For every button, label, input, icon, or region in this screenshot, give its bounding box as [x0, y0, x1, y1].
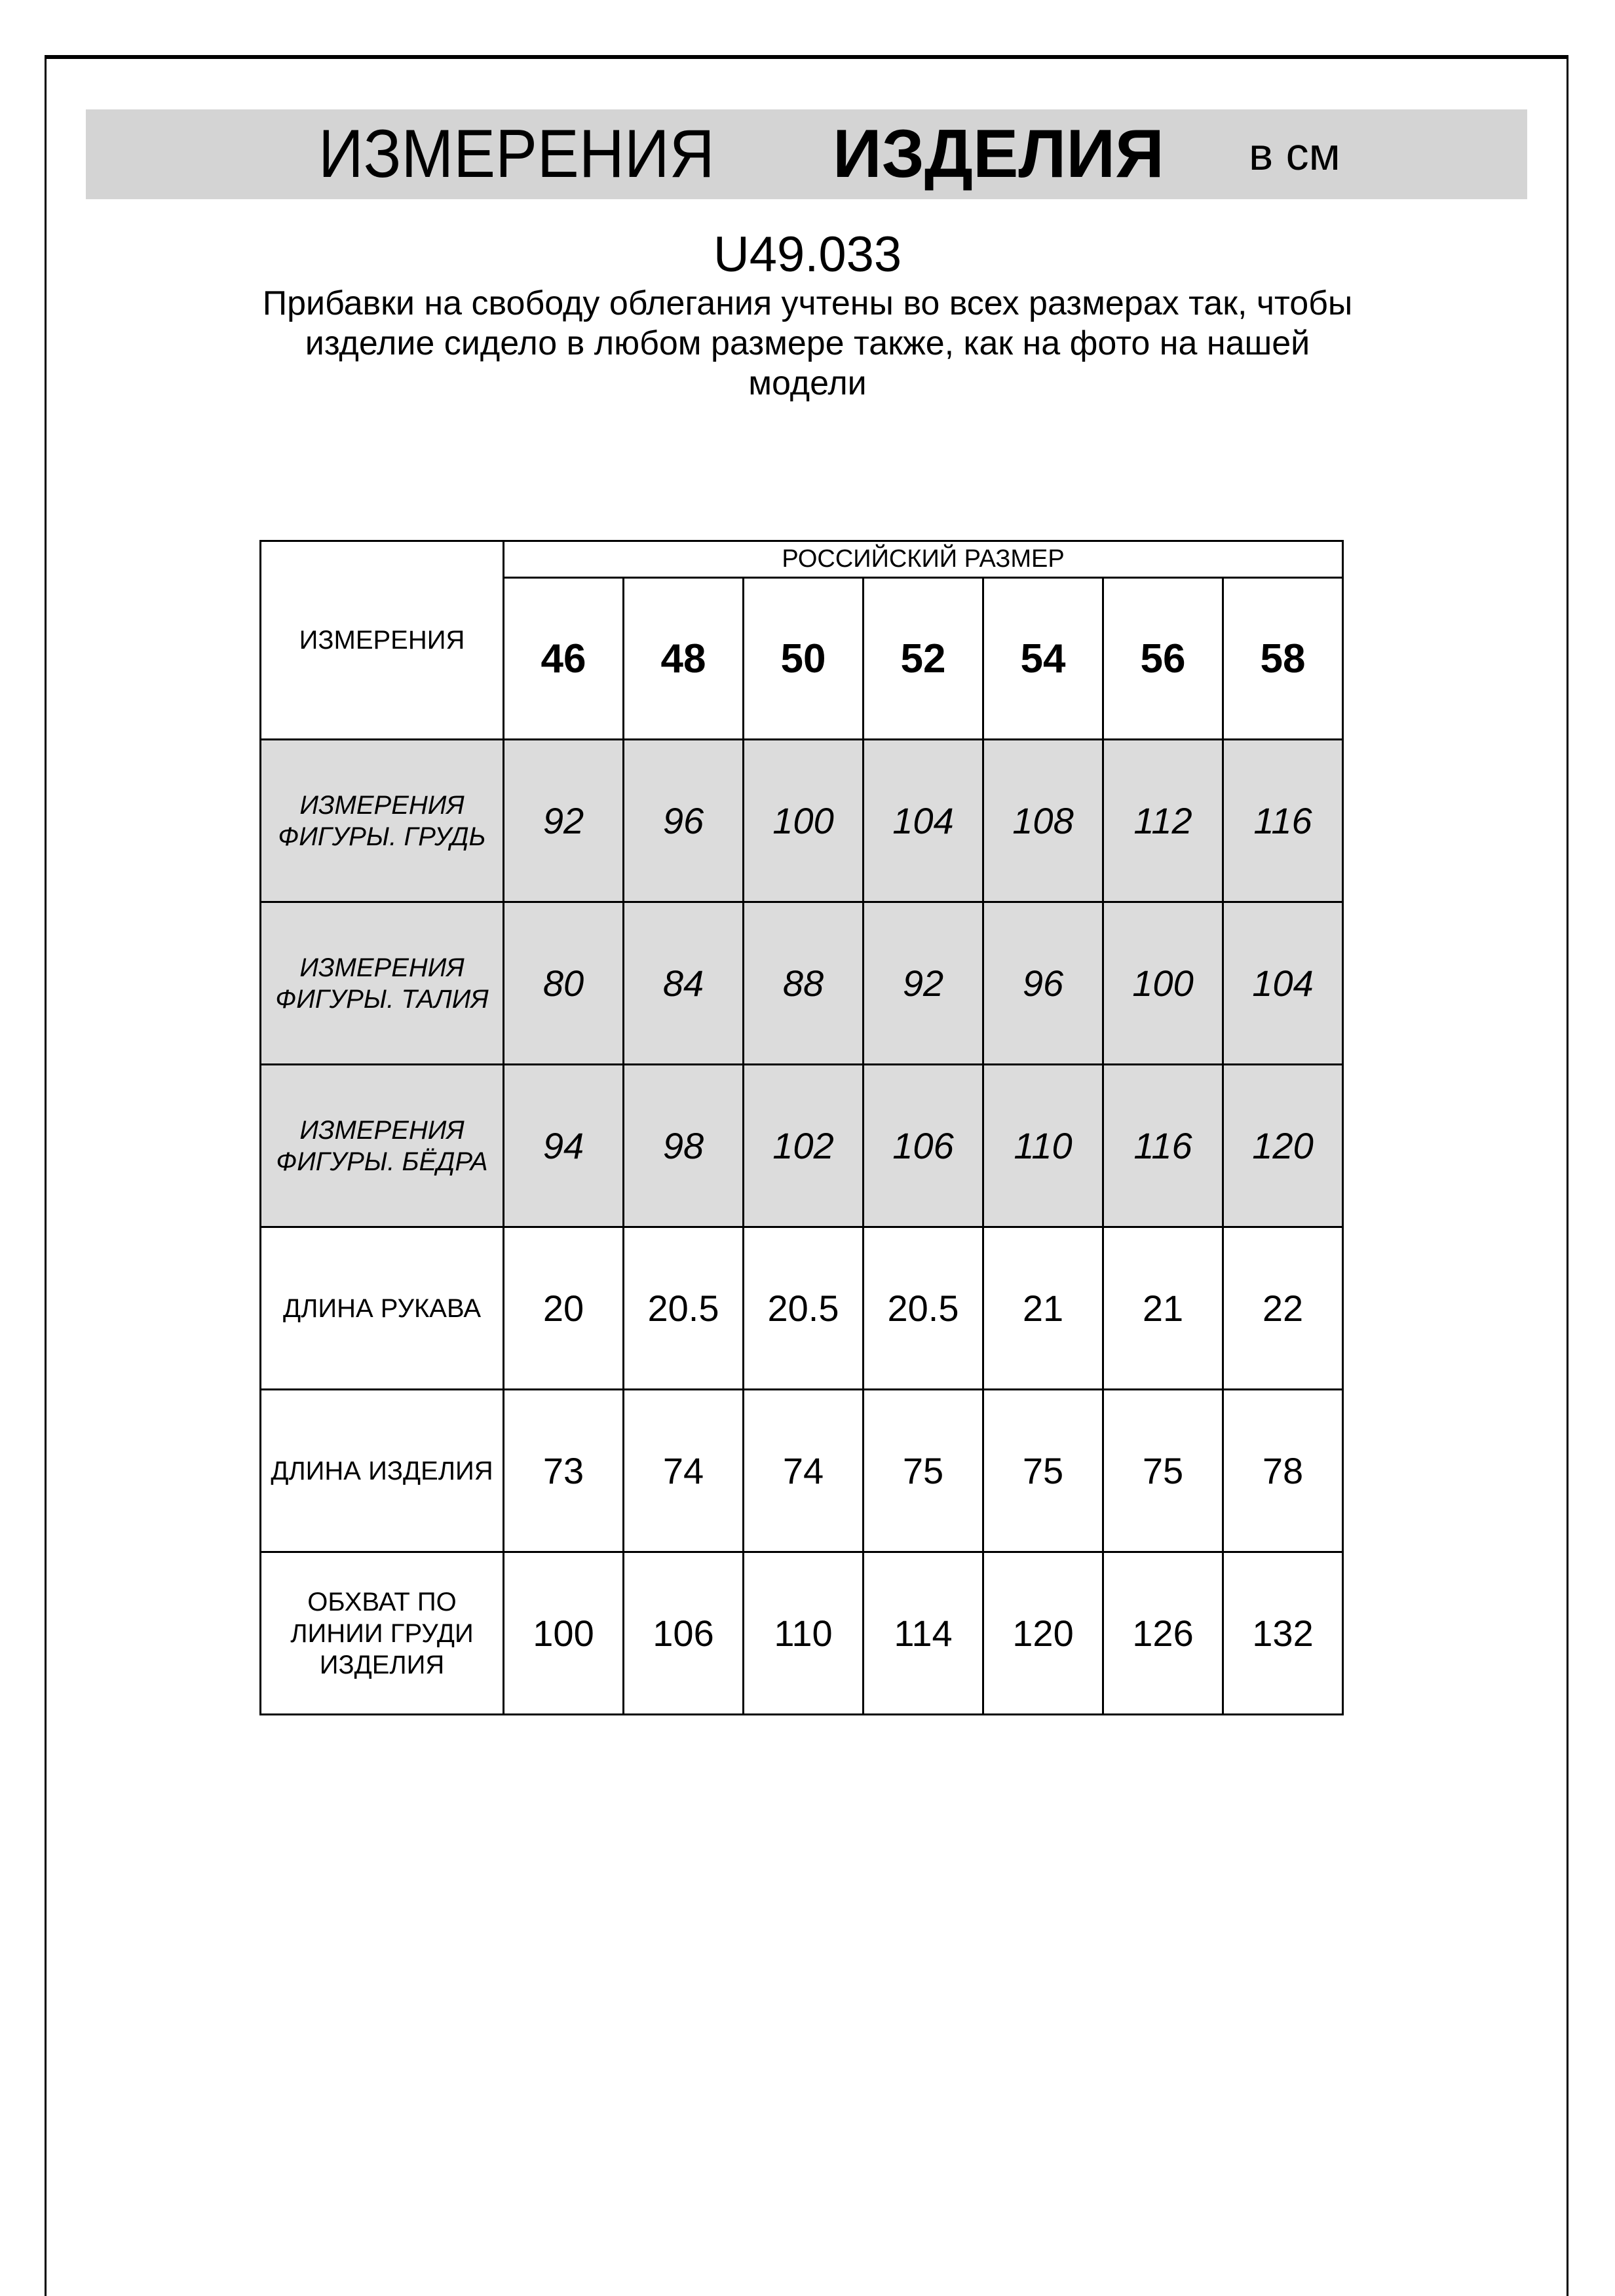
table-cell: 116: [1222, 738, 1344, 903]
table-cell: 21: [982, 1226, 1104, 1390]
table-cell: 106: [622, 1551, 744, 1715]
table-cell: 75: [1102, 1388, 1224, 1553]
table-cell: 108: [982, 738, 1104, 903]
table-cell: 102: [742, 1063, 864, 1228]
table-cell: 116: [1102, 1063, 1224, 1228]
group-label: РОССИЙСКИЙ РАЗМЕР: [503, 540, 1344, 579]
table-cell: 80: [503, 901, 624, 1065]
title-regular: ИЗМЕРЕНИЯ: [318, 116, 715, 192]
table-cell: 92: [862, 901, 984, 1065]
table-cell: 98: [622, 1063, 744, 1228]
row-label: ИЗМЕРЕНИЯ ФИГУРЫ. БЁДРА: [259, 1063, 504, 1228]
table-cell: 94: [503, 1063, 624, 1228]
title-band: ИЗМЕРЕНИЯ ИЗДЕЛИЯ в см: [86, 109, 1527, 199]
table-cell: 92: [503, 738, 624, 903]
table-row: ИЗМЕРЕНИЯ ФИГУРЫ. ГРУДЬ 92 96 100 104 108 112 1…: [259, 738, 1344, 903]
table-cell: 74: [742, 1388, 864, 1553]
table-cell: 20.5: [862, 1226, 984, 1390]
size-header: 48: [622, 577, 744, 740]
size-header: 52: [862, 577, 984, 740]
product-code: U49.033: [713, 227, 902, 282]
table-cell: 120: [982, 1551, 1104, 1715]
table-row: ДЛИНА РУКАВА 20 20.5 20.5 20.5 21 21 22: [259, 1226, 1344, 1390]
row-label: ДЛИНА РУКАВА: [259, 1226, 504, 1390]
table-cell: 104: [862, 738, 984, 903]
size-header: 58: [1222, 577, 1344, 740]
table-cell: 96: [622, 738, 744, 903]
table-cell: 114: [862, 1551, 984, 1715]
row-label: ОБХВАТ ПО ЛИНИИ ГРУДИ ИЗДЕЛИЯ: [259, 1551, 504, 1715]
table-cell: 74: [622, 1388, 744, 1553]
table-cell: 106: [862, 1063, 984, 1228]
row-label: ДЛИНА ИЗДЕЛИЯ: [259, 1388, 504, 1553]
table-cell: 126: [1102, 1551, 1224, 1715]
table-cell: 104: [1222, 901, 1344, 1065]
corner-label: ИЗМЕРЕНИЯ: [259, 540, 504, 740]
table-cell: 21: [1102, 1226, 1224, 1390]
table-row: ОБХВАТ ПО ЛИНИИ ГРУДИ ИЗДЕЛИЯ 100 106 110 11…: [259, 1551, 1344, 1715]
row-label: ИЗМЕРЕНИЯ ФИГУРЫ. ТАЛИЯ: [259, 901, 504, 1065]
size-table: ИЗМЕРЕНИЯ РОССИЙСКИЙ РАЗМЕР 46 48 50 52 54 56…: [259, 540, 1344, 1715]
table-cell: 20: [503, 1226, 624, 1390]
table-cell: 20.5: [622, 1226, 744, 1390]
table-cell: 96: [982, 901, 1104, 1065]
title-bold: ИЗДЕЛИЯ: [833, 116, 1164, 192]
title-unit: в см: [1249, 128, 1340, 180]
table-cell: 120: [1222, 1063, 1344, 1228]
size-header: 46: [503, 577, 624, 740]
page-frame: [45, 55, 1568, 2296]
table-cell: 110: [982, 1063, 1104, 1228]
table-cell: 110: [742, 1551, 864, 1715]
table-cell: 73: [503, 1388, 624, 1553]
size-header: 54: [982, 577, 1104, 740]
table-row: ДЛИНА ИЗДЕЛИЯ 73 74 74 75 75 75 78: [259, 1388, 1344, 1553]
table-cell: 20.5: [742, 1226, 864, 1390]
table-cell: 100: [742, 738, 864, 903]
table-cell: 75: [862, 1388, 984, 1553]
table-cell: 22: [1222, 1226, 1344, 1390]
table-cell: 100: [503, 1551, 624, 1715]
size-header: 56: [1102, 577, 1224, 740]
table-row: ИЗМЕРЕНИЯ ФИГУРЫ. БЁДРА 94 98 102 106 110 116 1…: [259, 1063, 1344, 1228]
fit-note: Прибавки на свободу облегания учтены во …: [262, 284, 1353, 402]
table-cell: 75: [982, 1388, 1104, 1553]
table-row: ИЗМЕРЕНИЯ ФИГУРЫ. ТАЛИЯ 80 84 88 92 96 100 104: [259, 901, 1344, 1065]
table-cell: 112: [1102, 738, 1224, 903]
table-cell: 84: [622, 901, 744, 1065]
row-label: ИЗМЕРЕНИЯ ФИГУРЫ. ГРУДЬ: [259, 738, 504, 903]
table-cell: 132: [1222, 1551, 1344, 1715]
table-cell: 100: [1102, 901, 1224, 1065]
size-header: 50: [742, 577, 864, 740]
table-cell: 78: [1222, 1388, 1344, 1553]
table-cell: 88: [742, 901, 864, 1065]
